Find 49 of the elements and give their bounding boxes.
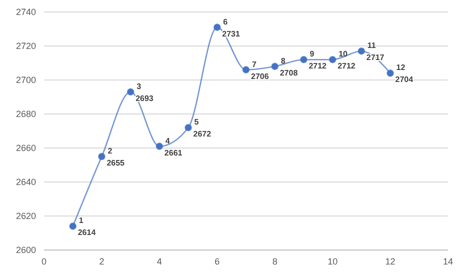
point	[300, 56, 308, 64]
x-tick-label: 4	[156, 256, 162, 266]
y-tick-label: 2620	[16, 211, 36, 222]
y-tick-label: 2740	[16, 7, 36, 18]
x-tick-label: 10	[328, 256, 338, 266]
point	[271, 62, 279, 70]
point	[126, 88, 134, 96]
annotation: 7	[252, 60, 257, 69]
data-label: 2661	[164, 148, 183, 158]
point	[242, 66, 250, 74]
point	[98, 152, 106, 160]
x-tick-label: 2	[99, 256, 104, 266]
data-label: 2704	[395, 75, 414, 84]
annotation: 11	[367, 41, 376, 50]
data-label: 2672	[193, 130, 212, 139]
y-tick-label: 2640	[16, 177, 36, 188]
annotation: 2	[108, 146, 113, 156]
annotation: 8	[280, 56, 286, 66]
y-tick-label: 2680	[16, 109, 36, 120]
annotation: 1	[78, 216, 84, 226]
data-label: 2712	[308, 62, 328, 71]
x-tick-label: 6	[214, 256, 220, 266]
point	[156, 142, 164, 150]
point	[213, 24, 221, 31]
point	[69, 222, 77, 230]
y-tick-label: 2600	[16, 245, 36, 256]
y-tick-label: 2700	[16, 75, 36, 86]
y-tick-label: 2720	[16, 41, 36, 52]
data-label: 2614	[78, 228, 96, 238]
annotation: 4	[165, 136, 170, 146]
x-tick-label: 12	[385, 256, 396, 266]
annotation: 5	[194, 118, 200, 127]
x-tick-label: 0	[41, 256, 47, 266]
point	[358, 47, 366, 55]
annotation: 3	[136, 82, 142, 91]
data-label: 2706	[251, 72, 270, 81]
point	[328, 56, 336, 64]
point	[386, 70, 394, 77]
point	[184, 124, 192, 132]
x-tick-label: 14	[442, 256, 454, 266]
annotation: 6	[223, 17, 228, 26]
y-tick-label: 2660	[16, 143, 36, 154]
annotation: 12	[396, 63, 406, 72]
data-label: 2655	[106, 158, 126, 168]
data-label: 2708	[280, 68, 298, 78]
annotation: 9	[310, 50, 315, 59]
data-label: 2712	[338, 62, 356, 71]
annotation: 10	[338, 50, 348, 59]
x-tick-label: 8	[272, 256, 278, 266]
